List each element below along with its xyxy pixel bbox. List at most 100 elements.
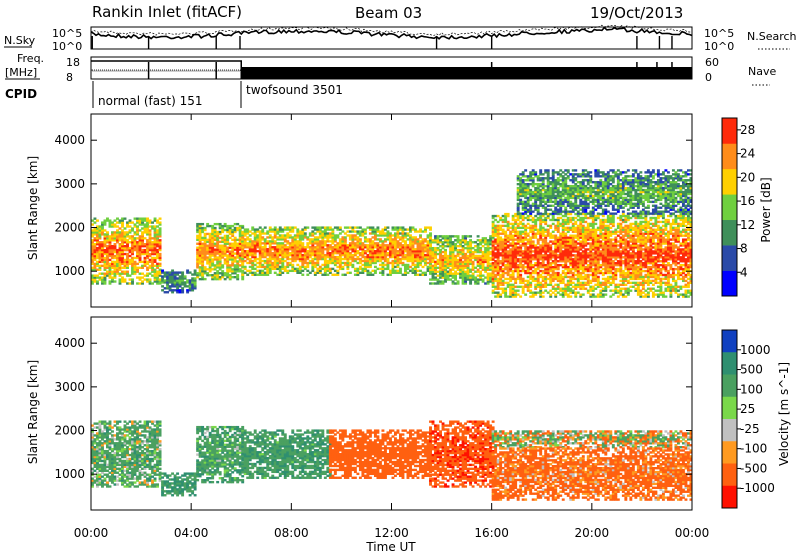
scatter-cell [108,280,112,283]
scatter-cell [281,251,285,255]
scatter-cell [103,223,107,226]
scatter-cell [566,244,570,247]
scatter-cell [551,262,555,265]
scatter-cell [429,282,432,285]
scatter-cell [91,241,94,244]
scatter-cell [449,258,452,262]
scatter-cell [594,238,598,241]
scatter-cell [223,244,227,247]
scatter-cell [298,240,302,243]
scatter-cell [591,242,595,245]
scatter-cell [286,246,290,249]
scatter-cell [163,271,167,274]
scatter-cell [186,285,190,288]
scatter-cell [464,254,468,258]
scatter-cell [566,240,570,243]
scatter-cell [556,216,560,220]
scatter-cell [521,277,525,281]
scatter-cell [519,240,523,243]
scatter-cell [539,289,543,292]
scatter-cell [306,263,310,267]
scatter-cell [273,267,277,271]
scatter-cell [579,287,583,290]
scatter-cell [509,244,513,247]
scatter-cell [138,223,142,226]
scatter-cell [131,241,134,244]
scatter-cell [93,248,97,252]
scatter-cell [366,244,370,247]
scatter-cell [511,260,515,263]
scatter-cell [616,263,620,267]
scatter-cell [231,252,235,255]
scatter-cell [526,232,530,235]
scatter-cell [556,246,560,249]
scatter-cell [561,291,565,294]
scatter-cell [411,244,415,247]
scatter-cell [321,248,325,251]
scatter-cell [544,279,548,283]
scatter-cell [469,274,473,277]
scatter-cell [481,239,485,242]
scatter-cell [561,258,565,261]
scatter-cell [386,263,390,267]
scatter-cell [529,291,533,294]
scatter-cell [571,234,575,237]
scatter-cell [611,248,615,251]
scatter-cell [341,236,345,239]
scatter-cell [96,274,99,277]
scatter-cell [561,224,565,228]
scatter-cell [626,224,630,228]
scatter-cell [519,232,523,235]
scatter-cell [276,242,280,245]
scatter-cell [198,277,202,281]
scatter-cell [416,273,420,276]
scatter-cell [111,264,114,267]
scatter-cell [138,282,142,285]
scatter-cell [373,250,377,253]
scatter-cell [328,246,332,249]
scatter-cell [584,258,588,261]
scatter-cell [409,236,412,239]
scatter-cell [158,221,162,224]
scatter-cell [536,230,540,233]
scatter-cell [539,244,543,247]
scatter-cell [223,248,227,251]
scatter-cell [626,256,630,259]
scatter-cell [146,274,149,277]
scatter-cell [406,259,410,263]
scatter-cell [511,216,515,220]
scatter-cell [118,282,122,285]
scatter-cell [529,263,533,267]
scatter-cell [394,244,397,247]
scatter-cell [451,258,455,262]
scatter-cell [228,264,232,267]
scatter-cell [549,240,553,243]
scatter-cell [579,222,583,226]
scatter-cell [499,236,503,239]
scatter-cell [561,263,565,267]
scatter-cell [394,259,397,263]
scatter-cell [308,259,312,263]
scatter-cell [611,250,615,253]
scatter-cell [138,248,142,252]
scatter-cell [529,265,533,269]
scatter-cell [143,262,147,266]
scatter-cell [566,222,570,226]
scatter-cell [158,270,162,273]
scatter-cell [273,250,277,253]
scatter-cell [298,242,302,245]
scatter-cell [619,238,623,241]
scatter-cell [296,232,300,235]
scatter-cell [343,251,347,255]
scatter-cell [251,246,255,249]
scatter-cell [288,230,292,233]
scatter-cell [424,228,427,231]
scatter-cell [469,260,473,264]
scatter-cell [376,238,380,241]
scatter-cell [233,272,237,275]
scatter-cell [429,228,432,231]
scatter-cell [394,238,397,241]
scatter-cell [606,224,610,228]
scatter-cell [544,228,548,231]
scatter-cell [444,272,447,275]
